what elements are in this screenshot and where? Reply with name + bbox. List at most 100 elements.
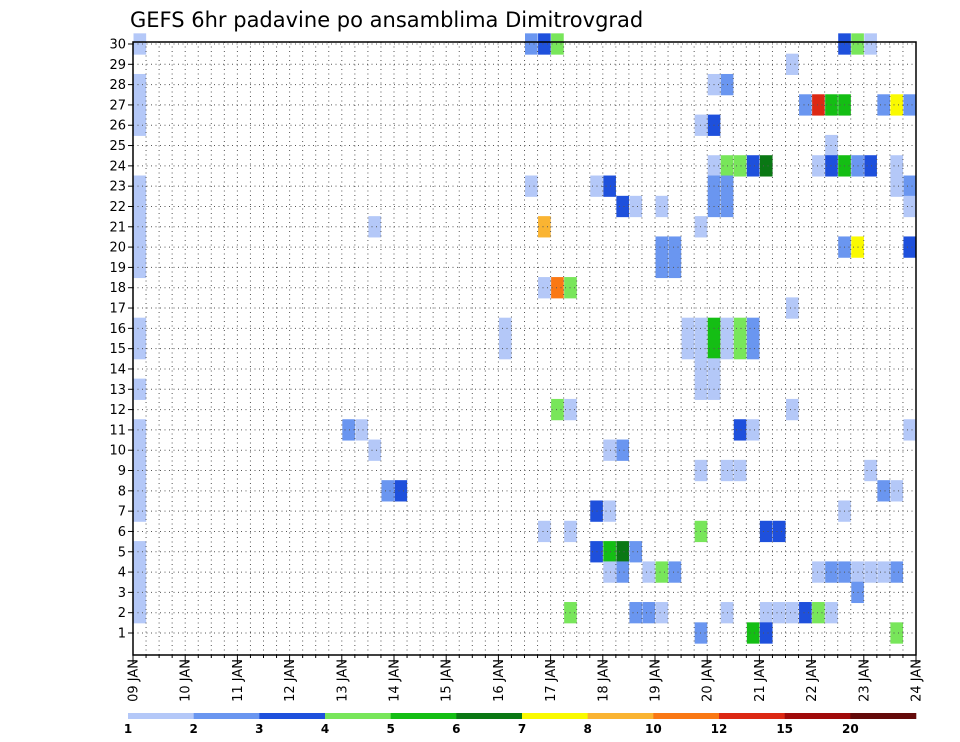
heatmap-cell — [133, 114, 147, 136]
colorbar-swatch — [325, 713, 391, 719]
y-tick-label: 19 — [109, 261, 126, 276]
y-tick-label: 17 — [109, 302, 126, 317]
heatmap-cell — [668, 256, 682, 279]
heatmap-cell — [538, 277, 551, 299]
heatmap-cell — [133, 541, 147, 563]
y-tick-label: 10 — [109, 444, 126, 459]
x-tick-label: 19 JAN — [649, 659, 664, 702]
colorbar-tick-label: 1 — [124, 722, 132, 736]
heatmap-cell — [629, 195, 643, 218]
heatmap-cell — [616, 561, 629, 583]
heatmap-cell — [551, 277, 564, 299]
heatmap-cell — [746, 155, 760, 177]
y-tick-label: 6 — [118, 525, 126, 540]
colorbar-tick-label: 4 — [321, 722, 329, 736]
colorbar-tick-label: 6 — [452, 722, 460, 736]
y-tick-label: 22 — [109, 200, 126, 215]
heatmap-cell — [642, 561, 656, 583]
heatmap-cell — [603, 541, 616, 563]
heatmap-cell — [759, 622, 773, 644]
heatmap-cell — [864, 459, 877, 482]
heatmap-cell — [890, 622, 904, 644]
heatmap-cell — [603, 175, 616, 197]
y-tick-label: 28 — [109, 78, 126, 93]
heatmap-cell — [733, 317, 747, 339]
heatmap-cell — [133, 439, 147, 461]
y-tick-label: 16 — [109, 322, 126, 337]
heatmap-cell — [812, 602, 825, 624]
heatmap-cell — [551, 398, 564, 421]
y-tick-label: 15 — [109, 342, 126, 357]
chart-title: GEFS 6hr padavine po ansamblima Dimitrov… — [130, 8, 643, 32]
colorbar-swatch — [784, 713, 851, 719]
colorbar-swatch — [850, 713, 917, 719]
y-tick-label: 2 — [118, 606, 126, 621]
colorbar-swatch — [653, 713, 720, 719]
heatmap-cell — [786, 53, 799, 75]
heatmap-cell — [890, 94, 904, 116]
colorbar-tick-label: 7 — [518, 722, 526, 736]
heatmap-cell — [733, 155, 747, 177]
colorbar: 1 2 3 4 5 6 7 8 10 12 15 20 — [124, 713, 917, 736]
heatmap-cell — [655, 236, 669, 258]
y-tick-label: 25 — [109, 139, 126, 154]
heatmap-cell — [890, 155, 904, 177]
heatmap-cell — [616, 439, 629, 461]
heatmap-cell — [629, 602, 643, 624]
heatmap-cell — [551, 33, 564, 55]
heatmap-cell — [864, 155, 877, 177]
heatmap-cell — [133, 480, 147, 502]
heatmap-cell — [133, 500, 147, 522]
heatmap-cell — [603, 561, 616, 583]
heatmap-cell — [603, 500, 616, 522]
heatmap-cell — [368, 439, 382, 461]
colorbar-tick-label: 10 — [645, 722, 662, 736]
x-tick-label: 12 JAN — [283, 659, 298, 702]
heatmap-cell — [786, 602, 799, 624]
heatmap-cell — [746, 317, 760, 339]
heatmap-cell — [799, 602, 812, 624]
heatmap-cell — [864, 33, 877, 55]
heatmap-cell — [133, 419, 147, 441]
y-tick-label: 11 — [109, 423, 126, 438]
heatmap-cell — [733, 459, 747, 482]
colorbar-tick-label: 20 — [842, 722, 859, 736]
heatmap-cell — [655, 561, 669, 583]
heatmap-cell — [772, 602, 786, 624]
heatmap-cell — [603, 439, 616, 461]
colorbar-tick-label: 5 — [386, 722, 394, 736]
x-tick-label: 23 JAN — [857, 659, 872, 702]
colorbar-swatch — [128, 713, 194, 719]
heatmap-cell — [746, 419, 760, 441]
y-tick-label: 4 — [118, 566, 126, 581]
heatmap-cell — [759, 602, 773, 624]
heatmap-cell — [655, 602, 669, 624]
heatmap-cell — [759, 520, 773, 543]
x-tick-label: 24 JAN — [910, 659, 925, 702]
colorbar-tick-label: 8 — [583, 722, 591, 736]
heatmap-cell — [133, 33, 147, 55]
heatmap-cell — [133, 216, 147, 238]
heatmap-cell — [133, 602, 147, 624]
y-tick-label: 26 — [109, 119, 126, 134]
colorbar-tick-label: 12 — [711, 722, 728, 736]
grid-layer — [133, 42, 916, 655]
x-tick-label: 20 JAN — [701, 659, 716, 702]
heatmap-cell — [890, 561, 904, 583]
x-tick-label: 09 JAN — [127, 659, 142, 702]
x-axis: 09 JAN 10 JAN 11 JAN 12 JAN 13 JAN 14 JAN 15 J… — [127, 655, 925, 702]
heatmap-cell — [394, 480, 408, 502]
heatmap-cell — [903, 94, 917, 116]
heatmap-cell — [342, 419, 355, 441]
colorbar-swatch — [456, 713, 523, 719]
y-tick-label: 9 — [118, 464, 126, 479]
x-tick-label: 21 JAN — [753, 659, 768, 702]
heatmap-cell — [616, 541, 629, 563]
heatmap-cell — [681, 317, 695, 339]
x-tick-label: 15 JAN — [440, 659, 455, 702]
heatmap-cell — [772, 520, 786, 543]
y-tick-label: 3 — [118, 586, 126, 601]
y-tick-label: 24 — [109, 159, 126, 174]
